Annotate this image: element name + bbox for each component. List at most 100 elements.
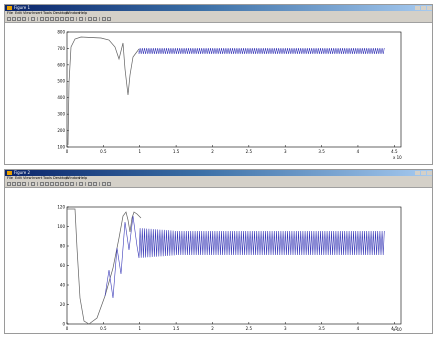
menu-insert[interactable]: Insert: [32, 176, 43, 180]
brush-icon[interactable]: [65, 182, 69, 186]
x-tick-label: 4.5: [391, 149, 398, 154]
y-tick-label: 40: [60, 282, 66, 287]
menu-bar: File Edit View Insert Tools Desktop Wind…: [5, 11, 432, 16]
x-tick-label: 1: [138, 149, 141, 154]
new-figure-icon[interactable]: [7, 182, 11, 186]
hide-plot-tools-icon[interactable]: [93, 17, 97, 21]
menu-help[interactable]: Help: [79, 11, 88, 15]
menu-file[interactable]: File: [7, 176, 14, 180]
toolbar-separator: [37, 182, 38, 186]
signal-line: [104, 215, 385, 299]
menu-view[interactable]: View: [23, 176, 32, 180]
toolbar-separator: [76, 182, 77, 186]
menu-view[interactable]: View: [23, 11, 32, 15]
y-tick-label: 120: [57, 204, 65, 209]
menu-edit[interactable]: Edit: [15, 11, 22, 15]
rotate-icon[interactable]: [55, 17, 59, 21]
pan-icon[interactable]: [50, 182, 54, 186]
save-icon[interactable]: [17, 182, 21, 186]
dock-icon[interactable]: [107, 17, 111, 21]
minimize-icon[interactable]: [415, 6, 420, 10]
toolbar: [5, 181, 432, 188]
y-tick-label: 500: [57, 79, 65, 84]
x-exponent-label: x 10: [393, 327, 402, 332]
link-plot-icon[interactable]: [70, 17, 74, 21]
maximize-icon[interactable]: [421, 171, 426, 175]
zoom-in-icon[interactable]: [40, 182, 44, 186]
signal-line: [138, 47, 385, 55]
open-file-icon[interactable]: [12, 17, 16, 21]
plot-axes-1: 100 200 300 400 500 600 700 800 0 0.5 1 1.5 2 2.5 3 3.5…: [57, 29, 402, 160]
hide-plot-tools-icon[interactable]: [93, 182, 97, 186]
window-title: Figure 1: [14, 5, 31, 10]
edit-plot-icon[interactable]: [31, 182, 35, 186]
x-tick-label: 0.5: [100, 149, 107, 154]
open-file-icon[interactable]: [12, 182, 16, 186]
zoom-in-icon[interactable]: [40, 17, 44, 21]
x-tick-label: 0.5: [100, 326, 107, 331]
x-tick-label: 0: [66, 326, 69, 331]
edit-plot-icon[interactable]: [31, 17, 35, 21]
rotate-icon[interactable]: [55, 182, 59, 186]
title-bar[interactable]: Figure 1: [5, 5, 432, 11]
toolbar-separator: [28, 182, 29, 186]
minimize-icon[interactable]: [415, 171, 420, 175]
menu-desktop[interactable]: Desktop: [53, 176, 68, 180]
x-tick-label: 3.5: [318, 326, 325, 331]
maximize-icon[interactable]: [421, 6, 426, 10]
new-figure-icon[interactable]: [7, 17, 11, 21]
dock-icon[interactable]: [107, 182, 111, 186]
x-exponent-label: x 10: [393, 155, 402, 160]
menu-window[interactable]: Window: [66, 176, 81, 180]
brush-icon[interactable]: [65, 17, 69, 21]
insert-colorbar-icon[interactable]: [79, 182, 83, 186]
y-tick-label: 60: [60, 263, 66, 268]
toolbar: [5, 16, 432, 23]
x-tick-label: 2: [211, 326, 214, 331]
toolbar-separator: [85, 182, 86, 186]
y-tick-label: 0: [62, 321, 65, 326]
y-tick-label: 400: [57, 95, 65, 100]
print-icon[interactable]: [22, 182, 26, 186]
insert-legend-icon[interactable]: [88, 182, 92, 186]
data-cursor-icon[interactable]: [60, 17, 64, 21]
insert-colorbar-icon[interactable]: [79, 17, 83, 21]
axes-box: [66, 206, 402, 325]
title-bar[interactable]: Figure 2: [5, 170, 432, 176]
menu-tools[interactable]: Tools: [43, 176, 52, 180]
toolbar-separator: [99, 17, 100, 21]
x-tick-label: 4: [357, 326, 360, 331]
figure-canvas: 100 200 300 400 500 600 700 800 0 0.5 1 1.5 2 2.5 3 3.5…: [5, 23, 432, 164]
menu-tools[interactable]: Tools: [43, 11, 52, 15]
menu-bar: File Edit View Insert Tools Desktop Wind…: [5, 176, 432, 181]
close-icon[interactable]: [427, 6, 432, 10]
close-icon[interactable]: [427, 171, 432, 175]
pan-icon[interactable]: [50, 17, 54, 21]
toolbar-separator: [76, 17, 77, 21]
x-tick-label: 3.5: [318, 149, 325, 154]
save-icon[interactable]: [17, 17, 21, 21]
toolbar-separator: [37, 17, 38, 21]
zoom-out-icon[interactable]: [45, 182, 49, 186]
link-plot-icon[interactable]: [70, 182, 74, 186]
show-plot-tools-icon[interactable]: [102, 182, 106, 186]
menu-desktop[interactable]: Desktop: [53, 11, 68, 15]
show-plot-tools-icon[interactable]: [102, 17, 106, 21]
figure-icon: [7, 6, 12, 10]
print-icon[interactable]: [22, 17, 26, 21]
x-tick-label: 4: [357, 149, 360, 154]
y-tick-label: 200: [57, 128, 65, 133]
x-tick-label: 2.5: [246, 149, 253, 154]
menu-edit[interactable]: Edit: [15, 176, 22, 180]
menu-help[interactable]: Help: [79, 176, 88, 180]
menu-file[interactable]: File: [7, 11, 14, 15]
insert-legend-icon[interactable]: [88, 17, 92, 21]
x-tick-label: 1.5: [173, 149, 180, 154]
figure-window-2: Figure 2 File Edit View Insert Tools Des…: [4, 169, 433, 334]
menu-insert[interactable]: Insert: [32, 11, 43, 15]
data-cursor-icon[interactable]: [60, 182, 64, 186]
zoom-out-icon[interactable]: [45, 17, 49, 21]
window-title: Figure 2: [14, 170, 31, 175]
figure-icon: [7, 171, 12, 175]
menu-window[interactable]: Window: [66, 11, 81, 15]
